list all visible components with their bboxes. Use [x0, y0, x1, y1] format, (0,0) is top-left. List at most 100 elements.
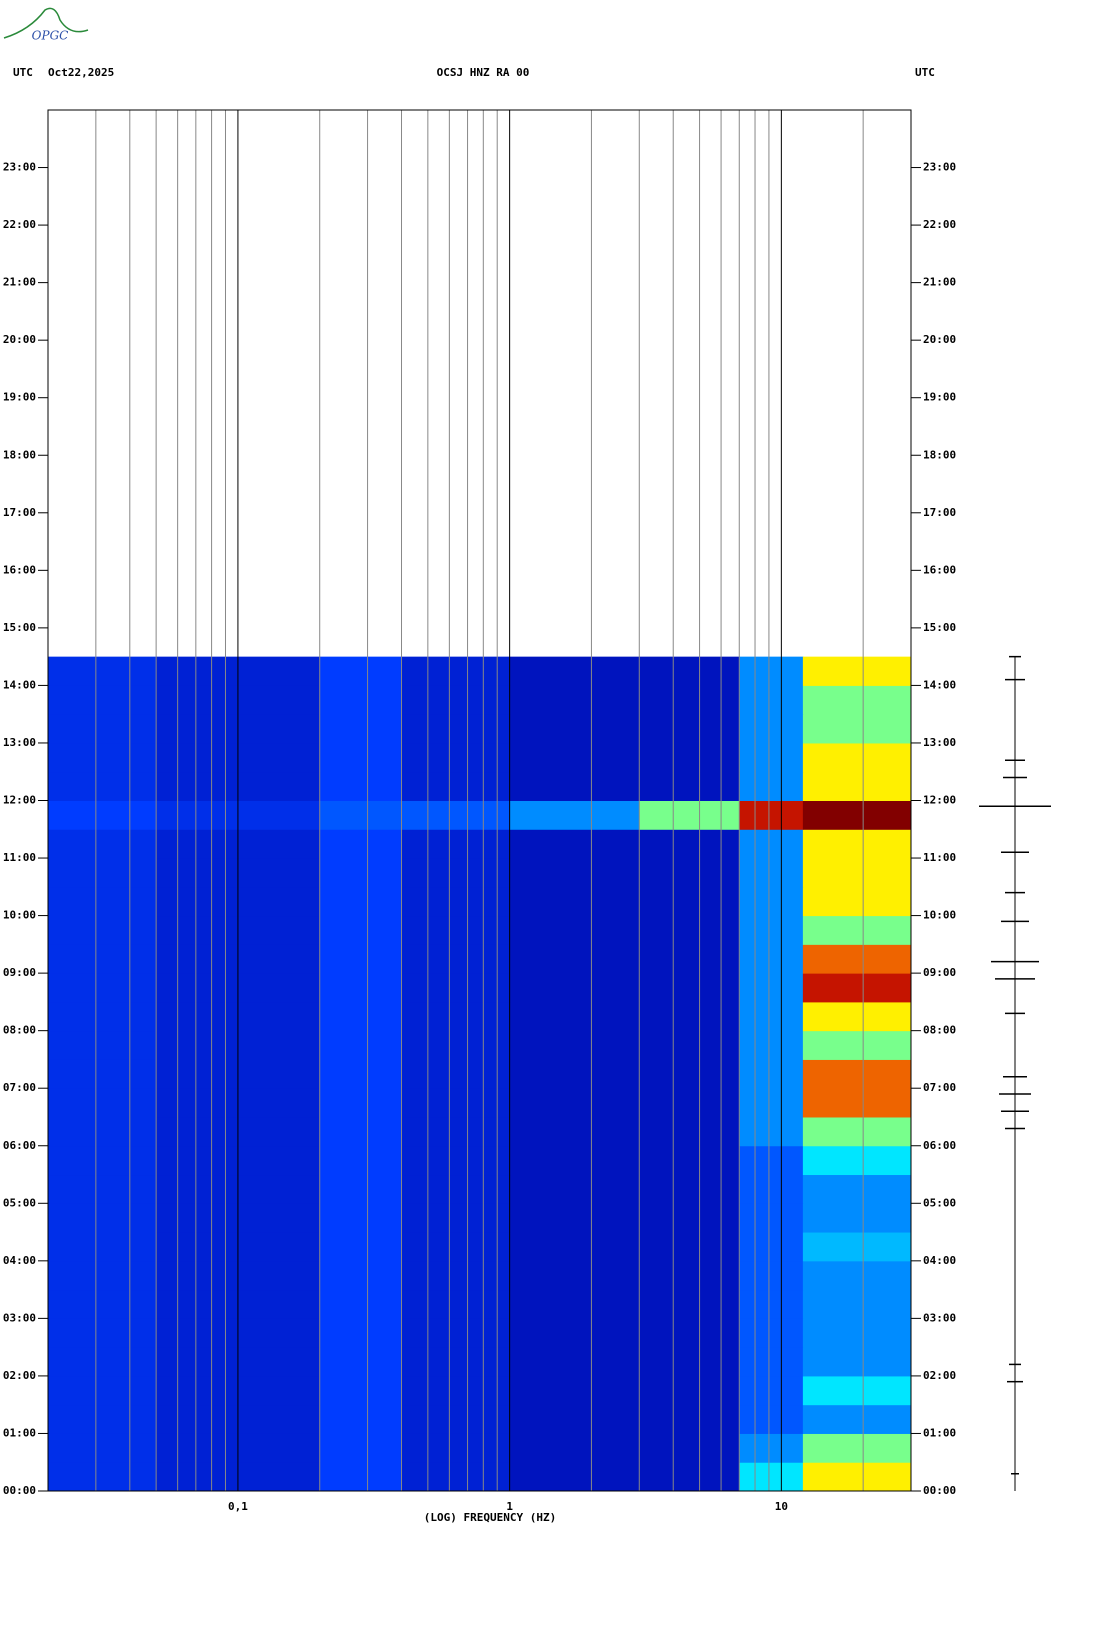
y-tick-label: 20:00	[3, 333, 36, 346]
y-tick-label: 05:00	[3, 1196, 36, 1209]
cell	[319, 1030, 403, 1060]
cell	[401, 656, 511, 686]
cell	[237, 1088, 321, 1118]
y-tick-label: 13:00	[923, 736, 956, 749]
cell	[639, 1462, 740, 1492]
cell	[802, 1203, 912, 1233]
cell	[401, 800, 511, 830]
y-tick-label: 09:00	[3, 966, 36, 979]
cell	[739, 886, 804, 917]
cell	[509, 1030, 640, 1060]
cell	[237, 1260, 321, 1291]
cell	[739, 1174, 804, 1204]
cell	[739, 973, 804, 1003]
cell	[739, 858, 804, 888]
cell	[802, 771, 912, 801]
cell	[237, 1347, 321, 1377]
y-tick-label: 10:00	[3, 909, 36, 922]
cell	[319, 656, 403, 686]
cell	[401, 886, 511, 917]
date: Oct22,2025	[48, 66, 114, 79]
cell	[319, 1088, 403, 1118]
cell	[48, 685, 157, 715]
cell	[237, 1433, 321, 1463]
y-tick-label: 12:00	[923, 794, 956, 807]
cell	[739, 1030, 804, 1060]
cell	[401, 771, 511, 801]
cell	[48, 1059, 157, 1089]
y-tick-label: 18:00	[923, 448, 956, 461]
cell	[802, 1433, 912, 1463]
y-tick-label: 02:00	[923, 1369, 956, 1382]
cell	[509, 1318, 640, 1348]
cell	[739, 915, 804, 945]
cell	[509, 1203, 640, 1233]
cell	[639, 1030, 740, 1060]
cell	[802, 858, 912, 888]
cell	[156, 1232, 239, 1262]
cell	[639, 1001, 740, 1032]
cell	[237, 742, 321, 773]
cell	[739, 1088, 804, 1118]
y-tick-label: 02:00	[3, 1369, 36, 1382]
cell	[156, 1174, 239, 1204]
cell	[156, 1116, 239, 1147]
cell	[48, 886, 157, 917]
cell	[639, 1059, 740, 1089]
cell	[319, 1375, 403, 1406]
cell	[156, 1260, 239, 1291]
y-tick-label: 12:00	[3, 794, 36, 807]
cell	[156, 1462, 239, 1492]
cell	[319, 1232, 403, 1262]
cell	[319, 1289, 403, 1319]
cell	[319, 771, 403, 801]
cell	[401, 1174, 511, 1204]
y-tick-label: 22:00	[923, 218, 956, 231]
cell	[319, 973, 403, 1003]
cell	[319, 1001, 403, 1032]
cell	[509, 1059, 640, 1089]
cell	[48, 1116, 157, 1147]
cell	[639, 1145, 740, 1176]
cell	[739, 1145, 804, 1176]
cell	[802, 714, 912, 744]
cell	[48, 858, 157, 888]
cell	[319, 685, 403, 715]
cell	[156, 1347, 239, 1377]
cell	[509, 1404, 640, 1434]
cell	[237, 1404, 321, 1434]
cell	[802, 1145, 912, 1176]
y-tick-label: 04:00	[3, 1254, 36, 1267]
cell	[639, 1174, 740, 1204]
cell	[509, 1347, 640, 1377]
cell	[401, 1347, 511, 1377]
cell	[639, 973, 740, 1003]
cell	[401, 1059, 511, 1089]
y-tick-label: 01:00	[923, 1426, 956, 1439]
cell	[739, 1433, 804, 1463]
y-tick-label: 18:00	[3, 448, 36, 461]
cell	[802, 1404, 912, 1434]
cell	[156, 771, 239, 801]
cell	[739, 1347, 804, 1377]
cell	[156, 1289, 239, 1319]
cell	[739, 714, 804, 744]
cell	[401, 1232, 511, 1262]
cell	[802, 1347, 912, 1377]
cell	[48, 656, 157, 686]
logo: OPGC	[32, 29, 69, 43]
y-tick-label: 08:00	[923, 1024, 956, 1037]
cell	[319, 1462, 403, 1492]
cell	[739, 771, 804, 801]
y-tick-label: 06:00	[3, 1139, 36, 1152]
cell	[639, 886, 740, 917]
cell	[639, 714, 740, 744]
y-tick-label: 01:00	[3, 1426, 36, 1439]
cell	[639, 1433, 740, 1463]
cell	[156, 685, 239, 715]
cell	[509, 944, 640, 974]
cell	[319, 915, 403, 945]
cell	[237, 1145, 321, 1176]
cell	[401, 1433, 511, 1463]
